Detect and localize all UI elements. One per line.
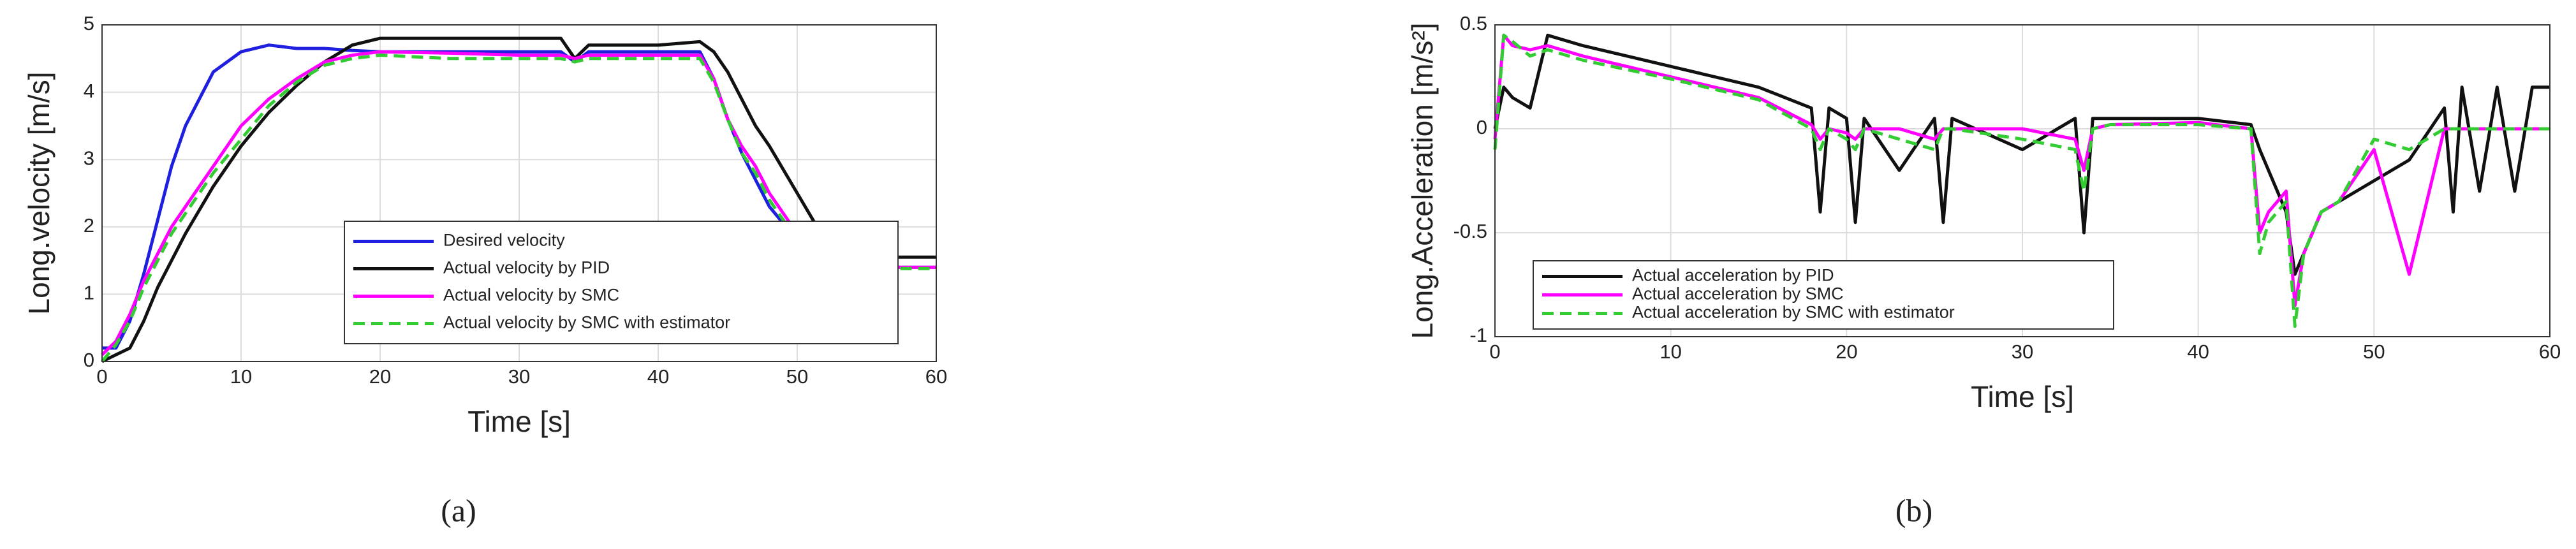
series-line <box>1493 33 2550 276</box>
caption: (a) <box>441 492 476 528</box>
legend-label: Actual velocity by SMC with estimator <box>443 313 730 332</box>
y-tick-label: 0 <box>84 349 94 371</box>
y-tick-label: 2 <box>84 214 94 237</box>
y-axis-label: Long.velocity [m/s] <box>22 72 55 315</box>
x-tick-label: 20 <box>369 365 391 388</box>
x-tick-label: 60 <box>2539 340 2561 363</box>
legend-label: Actual velocity by PID <box>443 258 610 277</box>
y-axis-label: Long.Acceleration [m/s²] <box>1406 22 1439 339</box>
legend-label: Actual acceleration by SMC with estimato… <box>1632 303 1955 322</box>
x-axis-label: Time [s] <box>467 405 571 438</box>
y-tick-label: 0.5 <box>1460 12 1487 34</box>
caption: (b) <box>1895 492 1932 528</box>
y-tick-label: 5 <box>84 12 94 34</box>
legend-label: Actual acceleration by SMC <box>1632 284 1844 304</box>
y-tick-label: -0.5 <box>1454 220 1487 242</box>
x-tick-label: 40 <box>647 365 669 388</box>
x-tick-label: 10 <box>1660 340 1681 363</box>
series-line <box>101 36 936 363</box>
x-tick-label: 30 <box>508 365 530 388</box>
y-tick-label: 0 <box>1476 116 1487 138</box>
x-tick-label: 0 <box>1489 340 1500 363</box>
legend-box <box>1533 260 2114 330</box>
plot-frame <box>1494 24 2550 337</box>
x-tick-label: 30 <box>2012 340 2033 363</box>
series-line <box>1493 33 2550 328</box>
x-tick-label: 20 <box>1836 340 1857 363</box>
y-tick-label: 1 <box>84 282 94 304</box>
x-tick-label: 50 <box>786 365 808 388</box>
x-tick-label: 0 <box>96 365 107 388</box>
x-tick-label: 40 <box>2187 340 2209 363</box>
x-axis-label: Time [s] <box>1971 380 2074 413</box>
legend-label: Desired velocity <box>443 231 565 250</box>
legend-label: Actual acceleration by PID <box>1632 266 1834 285</box>
x-tick-label: 50 <box>2363 340 2385 363</box>
y-tick-label: 3 <box>84 147 94 169</box>
x-tick-label: 60 <box>925 365 947 388</box>
plot-frame <box>101 24 937 362</box>
legend-label: Actual velocity by SMC <box>443 286 619 305</box>
legend-box <box>344 221 899 344</box>
x-tick-label: 10 <box>230 365 252 388</box>
y-tick-label: 4 <box>84 80 94 102</box>
y-tick-label: -1 <box>1469 324 1487 346</box>
